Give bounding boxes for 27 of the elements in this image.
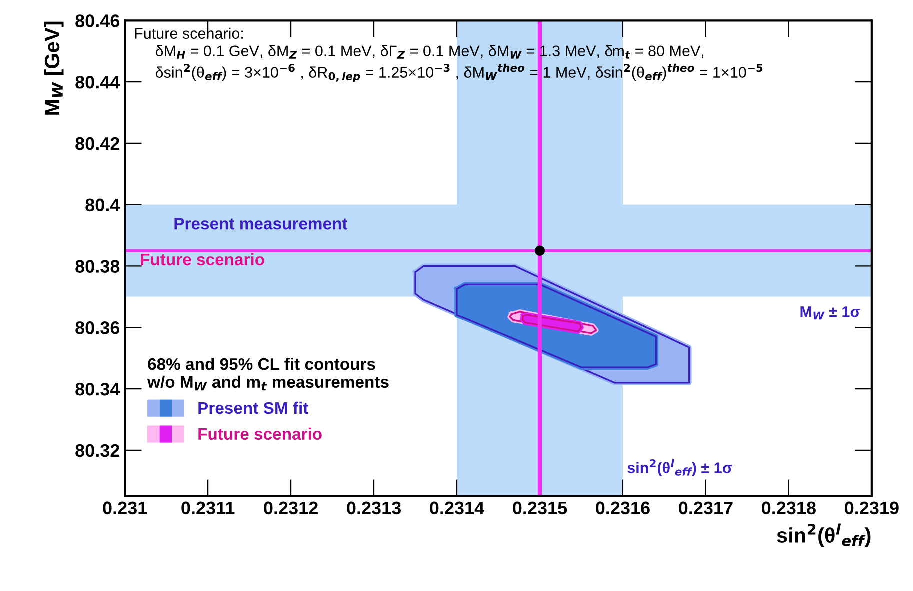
x-tick-label: 0.2318: [762, 502, 816, 515]
x-tick-label: 0.231: [103, 502, 148, 515]
band-label: M$_{W}$ ± 1σ: [800, 306, 860, 320]
x-tick-label: 0.2311: [182, 502, 235, 515]
x-axis-title: sin$^{2}$(θ$^{l}$$_{eff}$): [777, 524, 871, 548]
x-tick-label: 0.2312: [264, 502, 318, 515]
x-tick-label: 0.2319: [845, 502, 899, 515]
y-tick-label: 80.38: [76, 260, 120, 273]
y-tick-label: 80.42: [76, 137, 120, 150]
y-tick-label: 80.44: [76, 76, 120, 89]
x-tick-label: 0.2313: [347, 502, 401, 515]
x-tick-label: 0.2315: [513, 502, 568, 515]
x-tick-label: 0.2317: [679, 502, 733, 515]
y-tick-label: 80.36: [76, 322, 120, 334]
ref-line-label: Future scenario: [141, 253, 264, 266]
y-axis-title: M$_{W}$ [GeV]: [44, 22, 64, 115]
annotation: Present measurement: [174, 218, 348, 230]
legend-label: Present SM fit: [198, 402, 308, 414]
y-tick-label: 80.4: [86, 198, 120, 212]
x-tick-label: 0.2314: [430, 502, 485, 515]
y-tick-label: 80.46: [76, 14, 120, 28]
legend-label: Future scenario: [198, 428, 322, 440]
band-label: sin$^{2}$(θ$^{l}$$_{eff}$) ± 1σ: [628, 459, 733, 476]
legend-title: 68% and 95% CL fit contours w/o M$_{W}$ and m$_{t}$ measurements: [148, 358, 389, 391]
x-tick-label: 0.2316: [596, 502, 650, 515]
y-tick-label: 80.32: [76, 444, 120, 458]
y-tick-label: 80.34: [76, 382, 120, 396]
